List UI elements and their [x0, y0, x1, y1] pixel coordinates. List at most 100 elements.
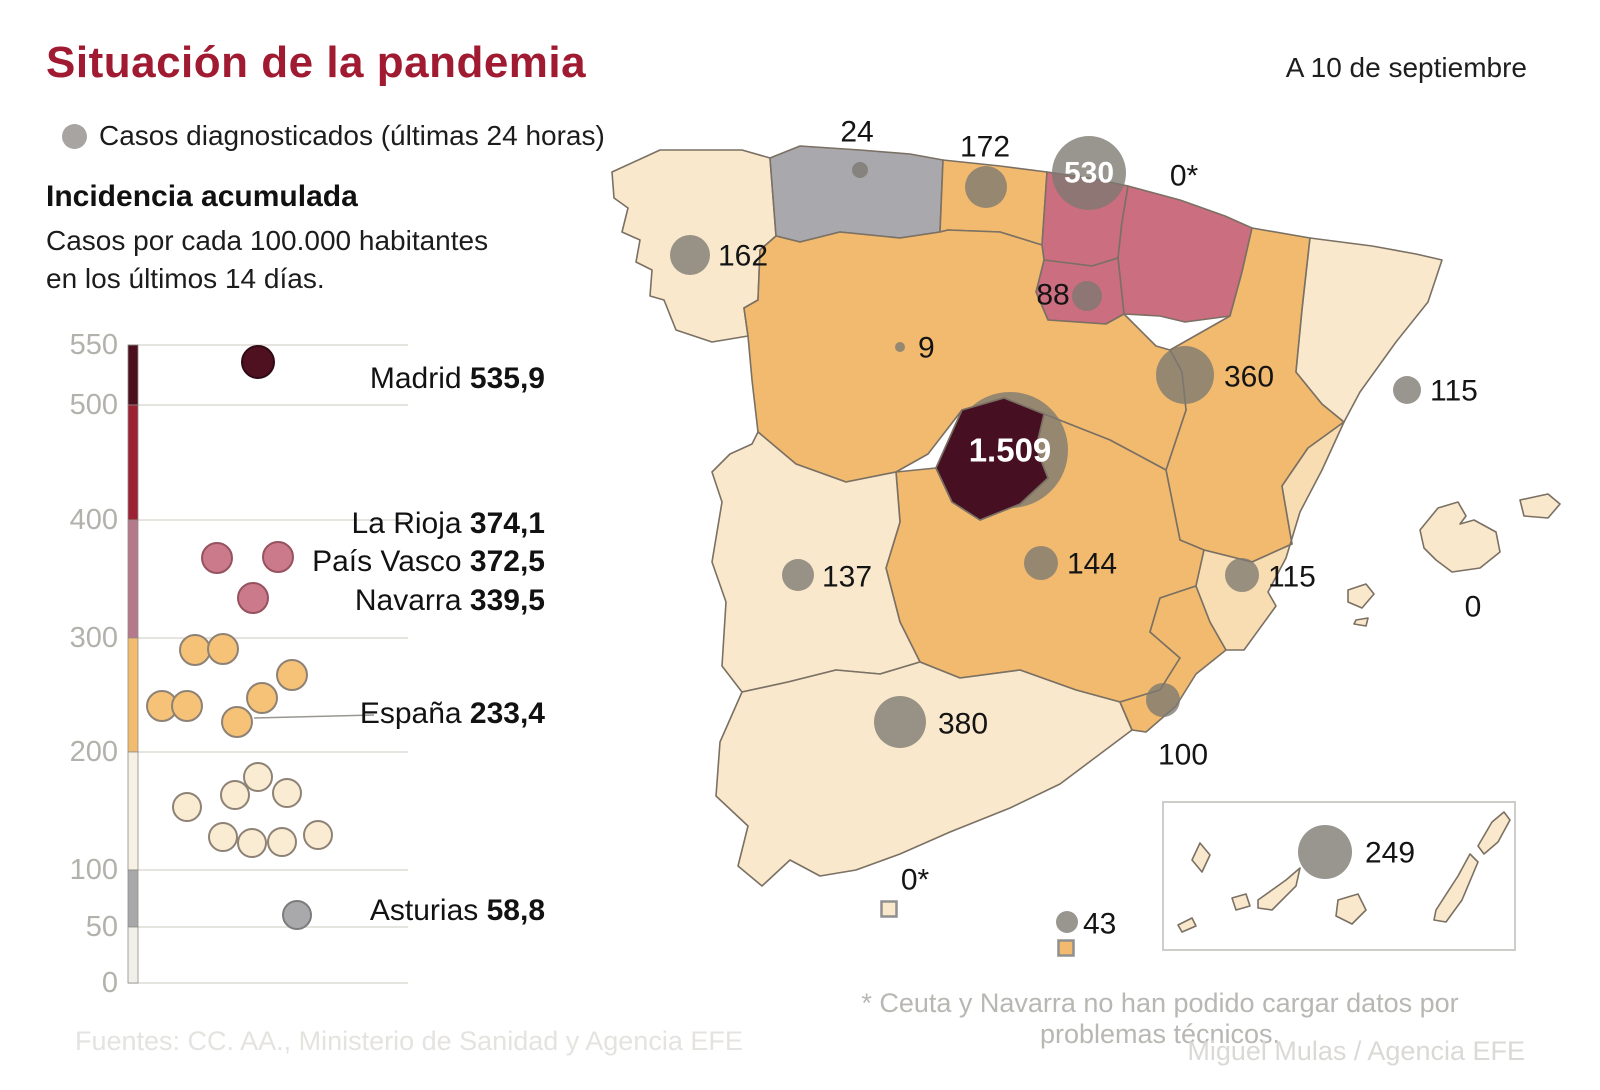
region-dot — [272, 778, 302, 808]
cases-bubble-castilla-la-mancha — [1024, 546, 1058, 580]
island-gran-canaria — [1335, 893, 1367, 925]
point-label: España 233,4 — [360, 697, 545, 730]
y-tick-label: 200 — [70, 736, 118, 768]
region-dot — [276, 659, 308, 691]
region-andalucia — [715, 661, 1133, 887]
scale-segment — [127, 404, 139, 521]
author-credit: Miguel Mulas / Agencia EFE — [1187, 1036, 1525, 1066]
date-label: A 10 de septiembre — [1285, 52, 1527, 83]
cases-bubble-canarias — [1298, 825, 1352, 879]
page-title: Situación de la pandemia — [46, 38, 587, 87]
cases-value-extremadura: 137 — [822, 561, 872, 594]
scale-segment — [127, 519, 139, 639]
y-tick-label: 500 — [70, 389, 118, 421]
region-dot — [172, 792, 202, 822]
region-dot — [237, 582, 269, 614]
cases-bubble-castilla-y-leon — [895, 342, 905, 352]
region-dot — [179, 634, 211, 666]
cases-bubble-la-rioja — [1072, 281, 1102, 311]
cases-bubble-cantabria — [965, 166, 1007, 208]
cases-bubble-galicia — [670, 235, 710, 275]
point-label: Asturias 58,8 — [370, 894, 545, 927]
cases-value-asturias: 24 — [840, 116, 873, 149]
cases-bubble-asturias — [852, 162, 868, 178]
region-dot — [201, 542, 233, 574]
cases-bubble-murcia — [1146, 683, 1180, 717]
region-dot — [208, 822, 238, 852]
y-tick-label: 550 — [70, 329, 118, 361]
region-dot — [267, 827, 297, 857]
region-navarra — [1117, 185, 1253, 323]
cases-bubble-extremadura — [782, 559, 814, 591]
cases-bubble-valencia — [1225, 558, 1259, 592]
island-lanzarote — [1477, 811, 1511, 855]
territory-square-melilla — [1057, 939, 1075, 957]
cases-value-castilla-la-mancha: 144 — [1067, 548, 1117, 581]
island-el-hierro — [1177, 917, 1197, 933]
cases-value-cantabria: 172 — [960, 131, 1010, 164]
y-tick-label: 50 — [86, 911, 118, 943]
island-menorca — [1519, 493, 1561, 519]
region-valencia — [1195, 421, 1345, 651]
cases-value-aragon: 360 — [1224, 361, 1274, 394]
island-mallorca — [1419, 501, 1501, 573]
cases-value-canarias: 249 — [1365, 837, 1415, 870]
region-dot — [243, 762, 273, 792]
sources-credit: Fuentes: CC. AA., Ministerio de Sanidad … — [75, 1026, 743, 1056]
cases-value-galicia: 162 — [718, 240, 768, 273]
cases-value-cataluna: 115 — [1430, 375, 1478, 408]
island-la-gomera — [1231, 893, 1251, 911]
canary-inset-box — [1162, 801, 1516, 951]
y-tick-label: 100 — [70, 854, 118, 886]
label-leader-line — [253, 714, 375, 719]
y-tick-label: 0 — [102, 967, 118, 999]
territory-square-ceuta — [880, 900, 898, 918]
spain-map: 162 24 172 530 0* 88 9 360 115 1.509 144 115 137 380 1… — [611, 116, 1561, 957]
incidence-description: Casos por cada 100.000 habitantes en los… — [46, 225, 489, 294]
cases-bubble-andalucia — [874, 696, 926, 748]
region-dot — [237, 828, 267, 858]
cases-value-navarra: 0* — [1170, 160, 1199, 193]
region-dot — [221, 706, 253, 738]
cases-value-murcia: 100 — [1158, 739, 1208, 772]
cases-value-melilla: 43 — [1083, 908, 1116, 941]
island-ibiza — [1347, 583, 1375, 609]
cases-value-madrid: 1.509 — [969, 432, 1052, 469]
legend: Casos diagnosticados (últimas 24 horas) — [62, 120, 605, 152]
island-la-palma — [1191, 842, 1211, 873]
incidence-heading: Incidencia acumulada — [46, 180, 358, 213]
cases-bubble-cataluna — [1393, 376, 1421, 404]
point-label: La Rioja 374,1 — [352, 507, 545, 540]
region-cataluna — [1295, 237, 1443, 423]
region-dot — [303, 820, 333, 850]
island-formentera — [1353, 617, 1369, 627]
legend-label: Casos diagnosticados (últimas 24 horas) — [99, 120, 605, 151]
island-fuerteventura — [1433, 853, 1479, 923]
map-footnote: * Ceuta y Navarra no han podido cargar d… — [861, 988, 1459, 1049]
y-tick-label: 300 — [70, 622, 118, 654]
cases-value-la-rioja: 88 — [1036, 279, 1069, 312]
island-tenerife — [1257, 867, 1301, 911]
region-dot — [262, 541, 294, 573]
scale-segment — [127, 751, 139, 871]
region-dot — [207, 633, 239, 665]
cases-value-pais-vasco: 530 — [1064, 157, 1114, 190]
point-label: Madrid 535,9 — [370, 362, 545, 395]
cases-value-andalucia: 380 — [938, 708, 988, 741]
point-label: Navarra 339,5 — [355, 584, 545, 617]
scale-segment — [127, 926, 139, 984]
cases-value-valencia: 115 — [1268, 561, 1316, 594]
region-asturias — [769, 145, 944, 243]
cases-value-castilla-y-leon: 9 — [918, 332, 935, 365]
region-dot — [246, 682, 278, 714]
cases-bubble-legend-icon — [62, 123, 87, 149]
region-dot — [220, 780, 250, 810]
cases-bubble-aragon — [1156, 346, 1214, 404]
cases-value-baleares: 0 — [1465, 591, 1482, 624]
region-dot — [171, 690, 203, 722]
scale-segment — [127, 344, 139, 406]
scale-segment — [127, 637, 139, 753]
point-label: País Vasco 372,5 — [312, 545, 545, 578]
